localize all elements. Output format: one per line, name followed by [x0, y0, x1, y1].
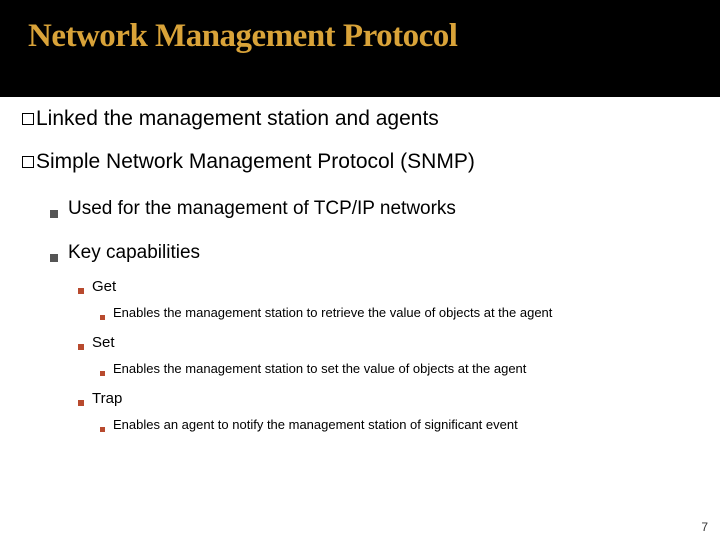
bullet-lvl4: Enables an agent to notify the managemen…: [100, 417, 698, 432]
lvl1-prefix: Linked: [36, 107, 98, 130]
bullet-lvl3: Get Enables the management station to re…: [78, 278, 698, 320]
lvl4-text: Enables the management station to retrie…: [113, 305, 552, 320]
lvl3-text: Trap: [92, 390, 122, 407]
lvl3-text: Set: [92, 334, 115, 351]
lvl3-text: Get: [92, 278, 116, 295]
mini-square-icon: [78, 400, 84, 406]
tiny-square-icon: [100, 315, 105, 320]
tiny-square-icon: [100, 371, 105, 376]
bullet-lvl2: Used for the management of TCP/IP networ…: [50, 198, 698, 220]
lvl1-rest: Network Management Protocol (SNMP): [100, 150, 475, 173]
lvl2-text: Key capabilities: [68, 242, 200, 264]
hollow-square-icon: [22, 113, 34, 125]
lvl4-text: Enables the management station to set th…: [113, 361, 526, 376]
bullet-lvl4: Enables the management station to retrie…: [100, 305, 698, 320]
hollow-square-icon: [22, 156, 34, 168]
bullet-lvl1: Simple Network Management Protocol (SNMP…: [22, 148, 698, 431]
bullet-lvl1: Linked the management station and agents: [22, 105, 698, 132]
mini-square-icon: [78, 288, 84, 294]
bullet-lvl4: Enables the management station to set th…: [100, 361, 698, 376]
tiny-square-icon: [100, 427, 105, 432]
page-number: 7: [701, 520, 708, 534]
bullet-lvl1-text: Simple Network Management Protocol (SNMP…: [22, 150, 475, 173]
square-bullet-icon: [50, 210, 58, 218]
bullet-lvl1-text: Linked the management station and agents: [22, 107, 439, 130]
mini-square-icon: [78, 344, 84, 350]
title-bar: Network Management Protocol: [0, 0, 720, 97]
lvl1-prefix: Simple: [36, 150, 100, 173]
lvl1-rest: the management station and agents: [98, 107, 439, 130]
bullet-lvl2: Key capabilities Get Enables the managem…: [50, 242, 698, 432]
lvl2-text: Used for the management of TCP/IP networ…: [68, 198, 456, 220]
slide-title: Network Management Protocol: [28, 18, 720, 55]
bullet-lvl3: Trap Enables an agent to notify the mana…: [78, 390, 698, 432]
square-bullet-icon: [50, 254, 58, 262]
bullet-lvl3: Set Enables the management station to se…: [78, 334, 698, 376]
slide-content: Linked the management station and agents…: [0, 97, 720, 432]
lvl4-text: Enables an agent to notify the managemen…: [113, 417, 518, 432]
